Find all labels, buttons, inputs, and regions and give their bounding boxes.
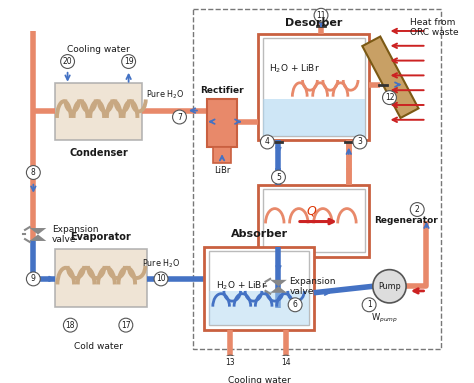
Bar	[209, 291, 309, 325]
Bar	[258, 34, 369, 140]
Text: Desorber: Desorber	[285, 18, 342, 28]
Circle shape	[119, 318, 133, 332]
Text: 18: 18	[65, 321, 75, 330]
Bar	[263, 189, 365, 252]
Circle shape	[314, 8, 328, 22]
Bar	[258, 185, 369, 257]
Text: 1: 1	[367, 300, 372, 309]
Text: Pure H$_2$O: Pure H$_2$O	[142, 257, 180, 270]
Text: Expansion
valve: Expansion valve	[290, 277, 336, 296]
Text: Evaporator: Evaporator	[71, 232, 131, 242]
Text: 10: 10	[156, 274, 166, 283]
Polygon shape	[30, 234, 46, 241]
Circle shape	[383, 91, 396, 105]
Text: Heat from
ORC waste: Heat from ORC waste	[410, 18, 458, 38]
Text: LiBr: LiBr	[214, 166, 230, 175]
Text: H$_2$O + LiBr: H$_2$O + LiBr	[216, 279, 266, 291]
Bar	[213, 147, 231, 163]
Text: 7: 7	[177, 113, 182, 121]
Text: 19: 19	[124, 57, 134, 66]
Circle shape	[27, 165, 40, 180]
Circle shape	[173, 110, 186, 124]
Text: Cooling water: Cooling water	[228, 376, 291, 383]
Text: 13: 13	[226, 358, 235, 367]
Bar	[263, 100, 365, 136]
Text: H$_2$O + LiBr: H$_2$O + LiBr	[269, 63, 320, 75]
Bar	[193, 9, 441, 349]
Circle shape	[410, 203, 424, 216]
Circle shape	[223, 355, 237, 369]
Polygon shape	[270, 280, 287, 286]
Circle shape	[353, 135, 367, 149]
Circle shape	[260, 135, 274, 149]
Text: Pump: Pump	[378, 282, 401, 291]
Text: Condenser: Condenser	[69, 149, 128, 159]
Text: 9: 9	[31, 274, 36, 283]
Bar	[263, 38, 365, 136]
Bar	[55, 83, 143, 140]
Text: Pure H$_2$O: Pure H$_2$O	[146, 89, 185, 101]
Text: 20: 20	[63, 57, 73, 66]
Text: 14: 14	[281, 358, 291, 367]
Circle shape	[154, 272, 168, 286]
Bar	[55, 249, 147, 307]
Bar	[362, 36, 419, 118]
Text: 2: 2	[415, 205, 419, 214]
Circle shape	[122, 54, 136, 69]
Text: Cooling water: Cooling water	[67, 45, 129, 54]
Text: 3: 3	[357, 137, 362, 146]
Text: 5: 5	[276, 173, 281, 182]
Text: Rectifier: Rectifier	[200, 86, 244, 95]
Circle shape	[61, 54, 74, 69]
Circle shape	[373, 270, 406, 303]
Circle shape	[362, 298, 376, 312]
Circle shape	[272, 170, 285, 184]
Bar	[209, 251, 309, 325]
Circle shape	[279, 355, 293, 369]
Text: Cold water: Cold water	[73, 342, 123, 351]
Bar	[207, 98, 237, 147]
Text: 17: 17	[121, 321, 131, 330]
Polygon shape	[30, 228, 46, 234]
Text: Q: Q	[307, 205, 317, 218]
Bar	[204, 247, 314, 330]
Text: Absorber: Absorber	[230, 229, 288, 239]
Text: W$_{pump}$: W$_{pump}$	[371, 312, 398, 325]
Text: 8: 8	[31, 168, 36, 177]
Polygon shape	[270, 286, 287, 293]
Circle shape	[27, 272, 40, 286]
Circle shape	[64, 318, 77, 332]
Text: 12: 12	[385, 93, 394, 102]
Text: Expansion
valve: Expansion valve	[52, 225, 98, 244]
Text: 11: 11	[316, 11, 326, 20]
Circle shape	[288, 298, 302, 312]
Text: Regenerator: Regenerator	[374, 216, 438, 225]
Text: 4: 4	[265, 137, 270, 146]
Text: 6: 6	[292, 300, 298, 309]
